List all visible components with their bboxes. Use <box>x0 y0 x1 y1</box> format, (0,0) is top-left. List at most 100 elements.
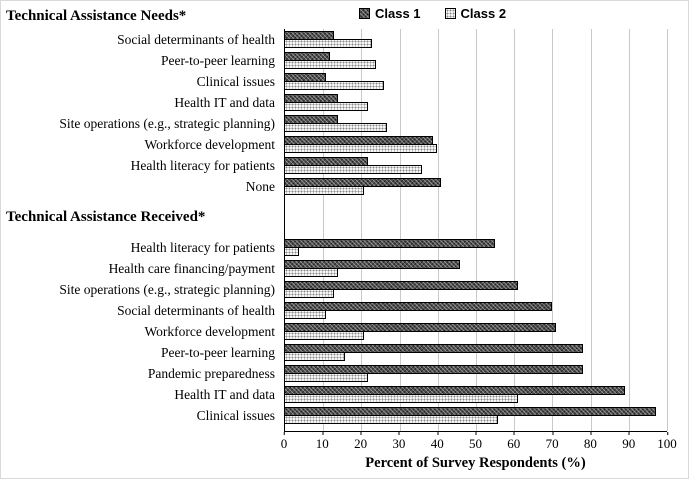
legend-swatch-class2 <box>444 8 456 19</box>
bar-class-2 <box>284 60 376 69</box>
bar-group <box>284 384 667 405</box>
category-row: Workforce development <box>1 321 667 342</box>
x-tick-label: 80 <box>583 432 597 451</box>
chart-header-row: Technical Assistance Needs* Class 1 Class… <box>1 3 688 29</box>
legend-item: Class 2 <box>444 6 507 21</box>
bar-group <box>284 258 667 279</box>
x-tick-label: 10 <box>315 432 329 451</box>
bar-class-1 <box>284 365 583 374</box>
gridline <box>437 29 439 431</box>
plot-area: Social determinants of health Peer-to-pee… <box>1 29 668 432</box>
bar-class-2 <box>284 186 365 195</box>
bar-group <box>284 113 667 134</box>
category-label: Peer-to-peer learning <box>160 53 275 68</box>
bar-class-2 <box>284 123 388 132</box>
gridline <box>514 29 516 431</box>
section-header-row: Technical Assistance Received* <box>1 197 667 237</box>
bar-group <box>284 237 667 258</box>
bar-class-2 <box>284 331 365 340</box>
category-label: None <box>245 179 275 194</box>
bar-class-1 <box>284 344 583 353</box>
bar-class-2 <box>284 144 438 153</box>
category-label: Site operations (e.g., strategic plannin… <box>59 116 275 131</box>
category-label: Clinical issues <box>196 408 275 423</box>
category-row: None <box>1 176 667 197</box>
bar-class-2 <box>284 415 499 424</box>
bar-class-1 <box>284 323 556 332</box>
bar-group <box>284 321 667 342</box>
bar-class-2 <box>284 352 346 361</box>
category-row: Site operations (e.g., strategic plannin… <box>1 279 667 300</box>
gridline <box>323 29 325 431</box>
category-label: Workforce development <box>144 137 276 152</box>
section-title-needs: Technical Assistance Needs* <box>6 8 187 24</box>
legend-item: Class 1 <box>359 6 421 21</box>
category-row: Social determinants of health <box>1 29 667 50</box>
category-label: Health IT and data <box>174 95 275 110</box>
bar-class-2 <box>284 289 334 298</box>
category-row: Clinical issues <box>1 405 667 426</box>
category-label: Clinical issues <box>196 74 275 89</box>
category-row: Peer-to-peer learning <box>1 50 667 71</box>
category-label: Health IT and data <box>174 387 275 402</box>
legend-swatch-class1 <box>359 8 370 19</box>
category-label: Site operations (e.g., strategic plannin… <box>59 282 275 297</box>
x-tick-label: 30 <box>392 432 406 451</box>
gridline <box>552 29 554 431</box>
bar-class-2 <box>284 39 373 48</box>
category-label: Health literacy for patients <box>130 158 275 173</box>
x-axis-ticks: 0 10 20 30 40 50 60 70 80 90 100 <box>280 432 677 452</box>
bar-group <box>284 134 667 155</box>
x-axis-title: Percent of Survey Respondents (%) <box>365 455 586 471</box>
gridline <box>399 29 401 431</box>
bar-group <box>284 50 667 71</box>
category-row: Health IT and data <box>1 92 667 113</box>
x-tick-label: 50 <box>469 432 482 451</box>
category-row: Health care financing/payment <box>1 258 667 279</box>
bar-class-2 <box>284 165 422 174</box>
category-label: Pandemic preparedness <box>147 366 275 381</box>
grid-and-axes <box>284 29 668 432</box>
category-row: Pandemic preparedness <box>1 363 667 384</box>
bar-class-1 <box>284 302 553 311</box>
legend: Class 1 Class 2 <box>359 6 506 21</box>
category-row: Health literacy for patients <box>1 237 667 258</box>
bar-class-1 <box>284 239 495 248</box>
gridline <box>628 29 630 431</box>
bar-class-2 <box>284 310 327 319</box>
x-tick-label: 0 <box>280 432 288 451</box>
gridline <box>590 29 592 431</box>
bar-group <box>284 92 667 113</box>
bar-class-2 <box>284 268 338 277</box>
category-label: Peer-to-peer learning <box>160 345 275 360</box>
bar-class-1 <box>284 260 461 269</box>
x-tick-label: 70 <box>545 432 559 451</box>
x-tick-label: 60 <box>507 432 521 451</box>
bar-rows: Social determinants of health Peer-to-pee… <box>1 29 667 432</box>
category-label: Social determinants of health <box>117 303 275 318</box>
bar-group <box>284 405 667 426</box>
x-tick-label: 90 <box>622 432 636 451</box>
legend-label: Class 1 <box>375 6 421 21</box>
bar-class-2 <box>284 247 300 256</box>
category-row: Social determinants of health <box>1 300 667 321</box>
bar-group <box>284 342 667 363</box>
category-row: Site operations (e.g., strategic plannin… <box>1 113 667 134</box>
bar-class-2 <box>284 102 369 111</box>
bar-group <box>284 279 667 300</box>
category-label: Health care financing/payment <box>108 261 275 276</box>
gridline <box>667 29 668 431</box>
category-row: Clinical issues <box>1 71 667 92</box>
gridline <box>476 29 477 431</box>
x-tick-label: 40 <box>430 432 444 451</box>
bar-class-2 <box>284 81 384 90</box>
bar-group <box>284 363 667 384</box>
bar-group <box>284 176 667 197</box>
category-row: Health IT and data <box>1 384 667 405</box>
category-row: Health literacy for patients <box>1 155 667 176</box>
bar-group <box>284 155 667 176</box>
x-axis-title-wrap: Percent of Survey Respondents (%) <box>284 455 667 472</box>
bar-class-2 <box>284 373 369 382</box>
legend-label: Class 2 <box>460 6 507 21</box>
